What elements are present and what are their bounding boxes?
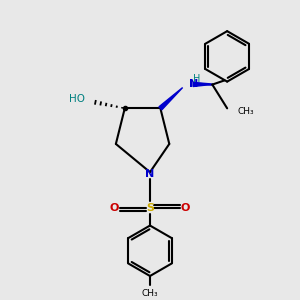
Text: N: N [189, 79, 198, 89]
Text: S: S [146, 203, 154, 213]
Text: CH₃: CH₃ [142, 290, 158, 298]
Text: N: N [146, 169, 154, 178]
Text: O: O [181, 203, 190, 213]
Text: H: H [193, 74, 200, 84]
Polygon shape [159, 88, 183, 110]
Polygon shape [193, 83, 211, 86]
Text: HO: HO [69, 94, 85, 103]
Text: CH₃: CH₃ [238, 107, 254, 116]
Text: O: O [110, 203, 119, 213]
